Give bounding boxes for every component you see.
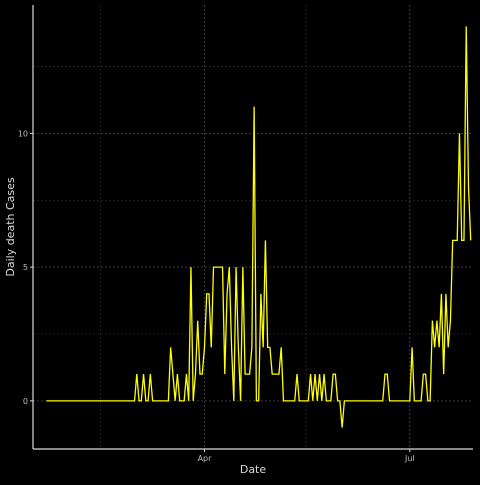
x-tick-label: Jul xyxy=(404,454,415,463)
series-line xyxy=(46,26,472,428)
y-tick-label: 0 xyxy=(23,397,28,406)
x-axis-label: Date xyxy=(240,463,267,476)
x-axis-ticks: Apr Jul xyxy=(198,449,415,463)
y-tick-label: 10 xyxy=(18,129,28,138)
y-tick-label: 5 xyxy=(23,263,28,272)
y-axis-label: Daily death Cases xyxy=(4,177,17,277)
series-layer xyxy=(46,26,472,428)
y-axis-ticks: 0 5 10 xyxy=(18,129,33,406)
x-tick-label: Apr xyxy=(198,454,213,463)
